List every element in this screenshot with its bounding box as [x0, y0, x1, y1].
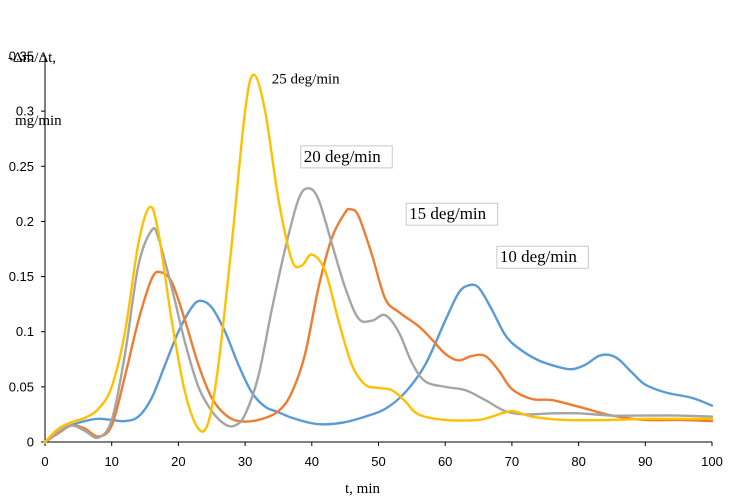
x-tick-label: 20 — [171, 454, 185, 469]
annotation-label: 25 deg/min — [272, 72, 340, 88]
axes: 0 10 20 30 40 50 60 70 80 90 100 0 0.05 0.1 0.15 0.2 0.2… — [9, 49, 723, 470]
annotation-20-deg-min: 20 deg/min — [300, 145, 393, 169]
annotation-label: 15 deg/min — [409, 204, 486, 223]
annotation-label: 20 deg/min — [304, 147, 381, 166]
x-tick-label: 100 — [701, 454, 723, 469]
y-tick-label: 0.05 — [9, 379, 34, 394]
x-tick-label: 40 — [305, 454, 319, 469]
y-axis-label-line-2: mg/min — [15, 113, 62, 129]
y-tick-label: 0.35 — [9, 49, 34, 64]
y-tick-label: 0.3 — [16, 104, 34, 119]
annotation-15-deg-min: 15 deg/min — [405, 202, 499, 226]
y-tick-label: 0.1 — [16, 324, 34, 339]
annotation-box — [405, 202, 499, 226]
y-tick-label: 0.2 — [16, 214, 34, 229]
series-layer — [43, 73, 714, 444]
x-axis-label: t, min — [345, 481, 381, 497]
annotation-label: 10 deg/min — [500, 247, 577, 266]
x-tick-label: 60 — [438, 454, 452, 469]
x-tick-label: 70 — [505, 454, 519, 469]
x-tick-label: 50 — [371, 454, 385, 469]
series-line-25-deg-min — [43, 73, 714, 444]
annotation-25-deg-min: 25 deg/min — [272, 72, 340, 88]
series-line-15-deg-min — [43, 207, 714, 444]
x-tick-label: 90 — [638, 454, 652, 469]
x-tick-label: 30 — [238, 454, 252, 469]
y-axis-label-line-1: -Δm/Δt, — [8, 50, 57, 66]
y-tick-label: 0 — [27, 435, 34, 450]
annotation-10-deg-min: 10 deg/min — [496, 245, 589, 269]
series-line-20-deg-min — [43, 187, 714, 444]
x-tick-label: 10 — [104, 454, 118, 469]
y-tick-label: 0.25 — [9, 159, 34, 174]
annotation-layer: 25 deg/min 20 deg/min 15 deg/min 10 deg/min — [272, 72, 589, 269]
x-tick-label: 80 — [571, 454, 585, 469]
y-tick-label: 0.15 — [9, 269, 34, 284]
x-tick-label: 0 — [41, 454, 48, 469]
annotation-box — [300, 145, 393, 169]
annotation-box — [496, 245, 589, 269]
y-axis-label: -Δm/Δt, mg/min — [8, 6, 62, 153]
series-line-10-deg-min — [43, 283, 714, 444]
